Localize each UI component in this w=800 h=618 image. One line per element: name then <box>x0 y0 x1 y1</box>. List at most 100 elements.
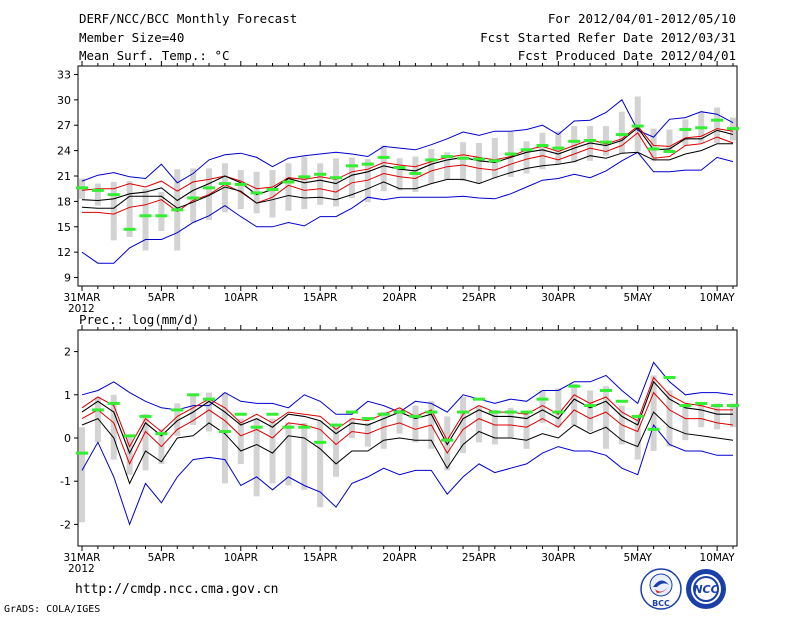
range-bar <box>571 126 578 163</box>
range-bar <box>539 132 546 170</box>
obs-marker <box>488 410 501 414</box>
obs-marker <box>234 182 247 186</box>
y-tick-label: 30 <box>57 94 71 107</box>
obs-marker <box>187 196 200 200</box>
series-line-mean <box>81 380 733 455</box>
obs-marker <box>409 414 422 418</box>
obs-marker <box>314 440 327 444</box>
x-tick-label: 30APR <box>541 552 575 564</box>
series-line-min <box>81 411 734 485</box>
obs-marker <box>298 175 311 179</box>
range-bar <box>475 143 482 184</box>
obs-marker <box>488 159 501 163</box>
range-bar <box>714 107 721 143</box>
range-bar <box>285 422 292 486</box>
x-tick-label: 10APR <box>224 292 258 304</box>
obs-marker <box>361 417 374 421</box>
range-bar <box>285 163 292 211</box>
range-bar <box>221 163 228 213</box>
x-tick-label: 5APR <box>148 292 176 304</box>
source-url[interactable]: http://cmdp.ncc.cma.gov.cn <box>75 582 279 597</box>
range-bar <box>269 418 276 484</box>
x-tick-label: 30APR <box>541 292 575 304</box>
obs-marker <box>377 155 390 159</box>
range-bar <box>221 392 228 484</box>
range-bar <box>94 396 101 443</box>
obs-marker <box>76 186 88 190</box>
range-bar <box>396 407 403 434</box>
range-bar <box>634 420 641 460</box>
series-line-p25 <box>82 132 734 215</box>
obs-marker <box>266 188 279 192</box>
obs-marker <box>615 399 628 403</box>
obs-marker <box>679 127 692 131</box>
range-bar <box>491 409 498 445</box>
y-tick-label: 24 <box>57 145 71 158</box>
obs-marker <box>107 193 120 197</box>
obs-marker <box>409 171 422 175</box>
x-tick-label: 20APR <box>382 292 416 304</box>
range-bar <box>348 418 355 438</box>
obs-marker <box>520 148 533 152</box>
range-bar <box>587 390 594 432</box>
x-tick-label: 31MAR <box>64 552 101 564</box>
obs-marker <box>139 414 152 418</box>
obs-marker <box>584 138 597 142</box>
x-tick-label: 25APR <box>462 552 496 564</box>
y-tick-label: 21 <box>57 170 71 183</box>
range-bar <box>269 170 276 218</box>
range-bar <box>237 418 244 464</box>
range-bar <box>142 414 149 471</box>
series-line-mean <box>81 127 734 202</box>
range-bar <box>523 141 530 174</box>
range-bar <box>698 403 705 428</box>
y-tick-label: 2 <box>64 346 71 359</box>
range-bar <box>380 412 387 449</box>
obs-marker <box>472 157 485 161</box>
range-bar <box>301 422 308 490</box>
x-tick-label: 15APR <box>303 552 337 564</box>
obs-marker <box>139 214 152 218</box>
x-tick-label: 5MAY <box>623 552 652 564</box>
obs-marker <box>345 410 358 414</box>
y-tick-label: 12 <box>57 246 71 259</box>
range-bar <box>634 96 641 152</box>
range-bar <box>174 403 181 436</box>
range-bar <box>79 427 85 523</box>
range-bar <box>539 390 546 423</box>
obs-marker <box>472 397 485 401</box>
precipitation-chart: -2 -1 0 1 2 31MAR 5APR 10APR 15APR 20APR 25APR 30AP… <box>60 325 739 575</box>
obs-marker <box>282 180 295 184</box>
obs-marker <box>504 410 517 414</box>
range-bar <box>682 119 689 146</box>
range-bar <box>237 170 244 209</box>
series-line-min <box>81 143 733 209</box>
x-tick-label: 5MAY <box>623 292 652 304</box>
obs-marker <box>727 404 739 408</box>
obs-marker <box>107 401 120 405</box>
range-bar <box>126 181 133 237</box>
obs-marker <box>123 227 136 231</box>
obs-marker <box>155 432 168 436</box>
range-bar <box>333 158 340 207</box>
bcc-logo-text: BCC <box>652 599 670 608</box>
y-tick-label: -1 <box>60 475 71 488</box>
range-bar <box>158 192 165 231</box>
x-tick-label: 31MAR <box>64 292 101 304</box>
obs-marker <box>599 140 612 144</box>
series-line-p75 <box>81 376 733 448</box>
range-bar <box>253 418 260 497</box>
obs-marker <box>631 414 644 418</box>
obs-marker <box>695 126 708 130</box>
range-bar <box>364 422 371 447</box>
obs-marker <box>425 158 438 162</box>
range-bar <box>618 111 625 154</box>
fcst-produced-date: Fcst Produced Date 2012/04/01 <box>517 48 736 63</box>
x-year-label: 2012 <box>68 563 95 575</box>
y-tick-label: 15 <box>57 221 71 234</box>
range-bar <box>206 392 213 432</box>
member-size-label: Member Size=40 <box>79 30 185 45</box>
range-bar <box>571 384 578 426</box>
obs-marker <box>679 404 692 408</box>
obs-marker <box>520 410 533 414</box>
